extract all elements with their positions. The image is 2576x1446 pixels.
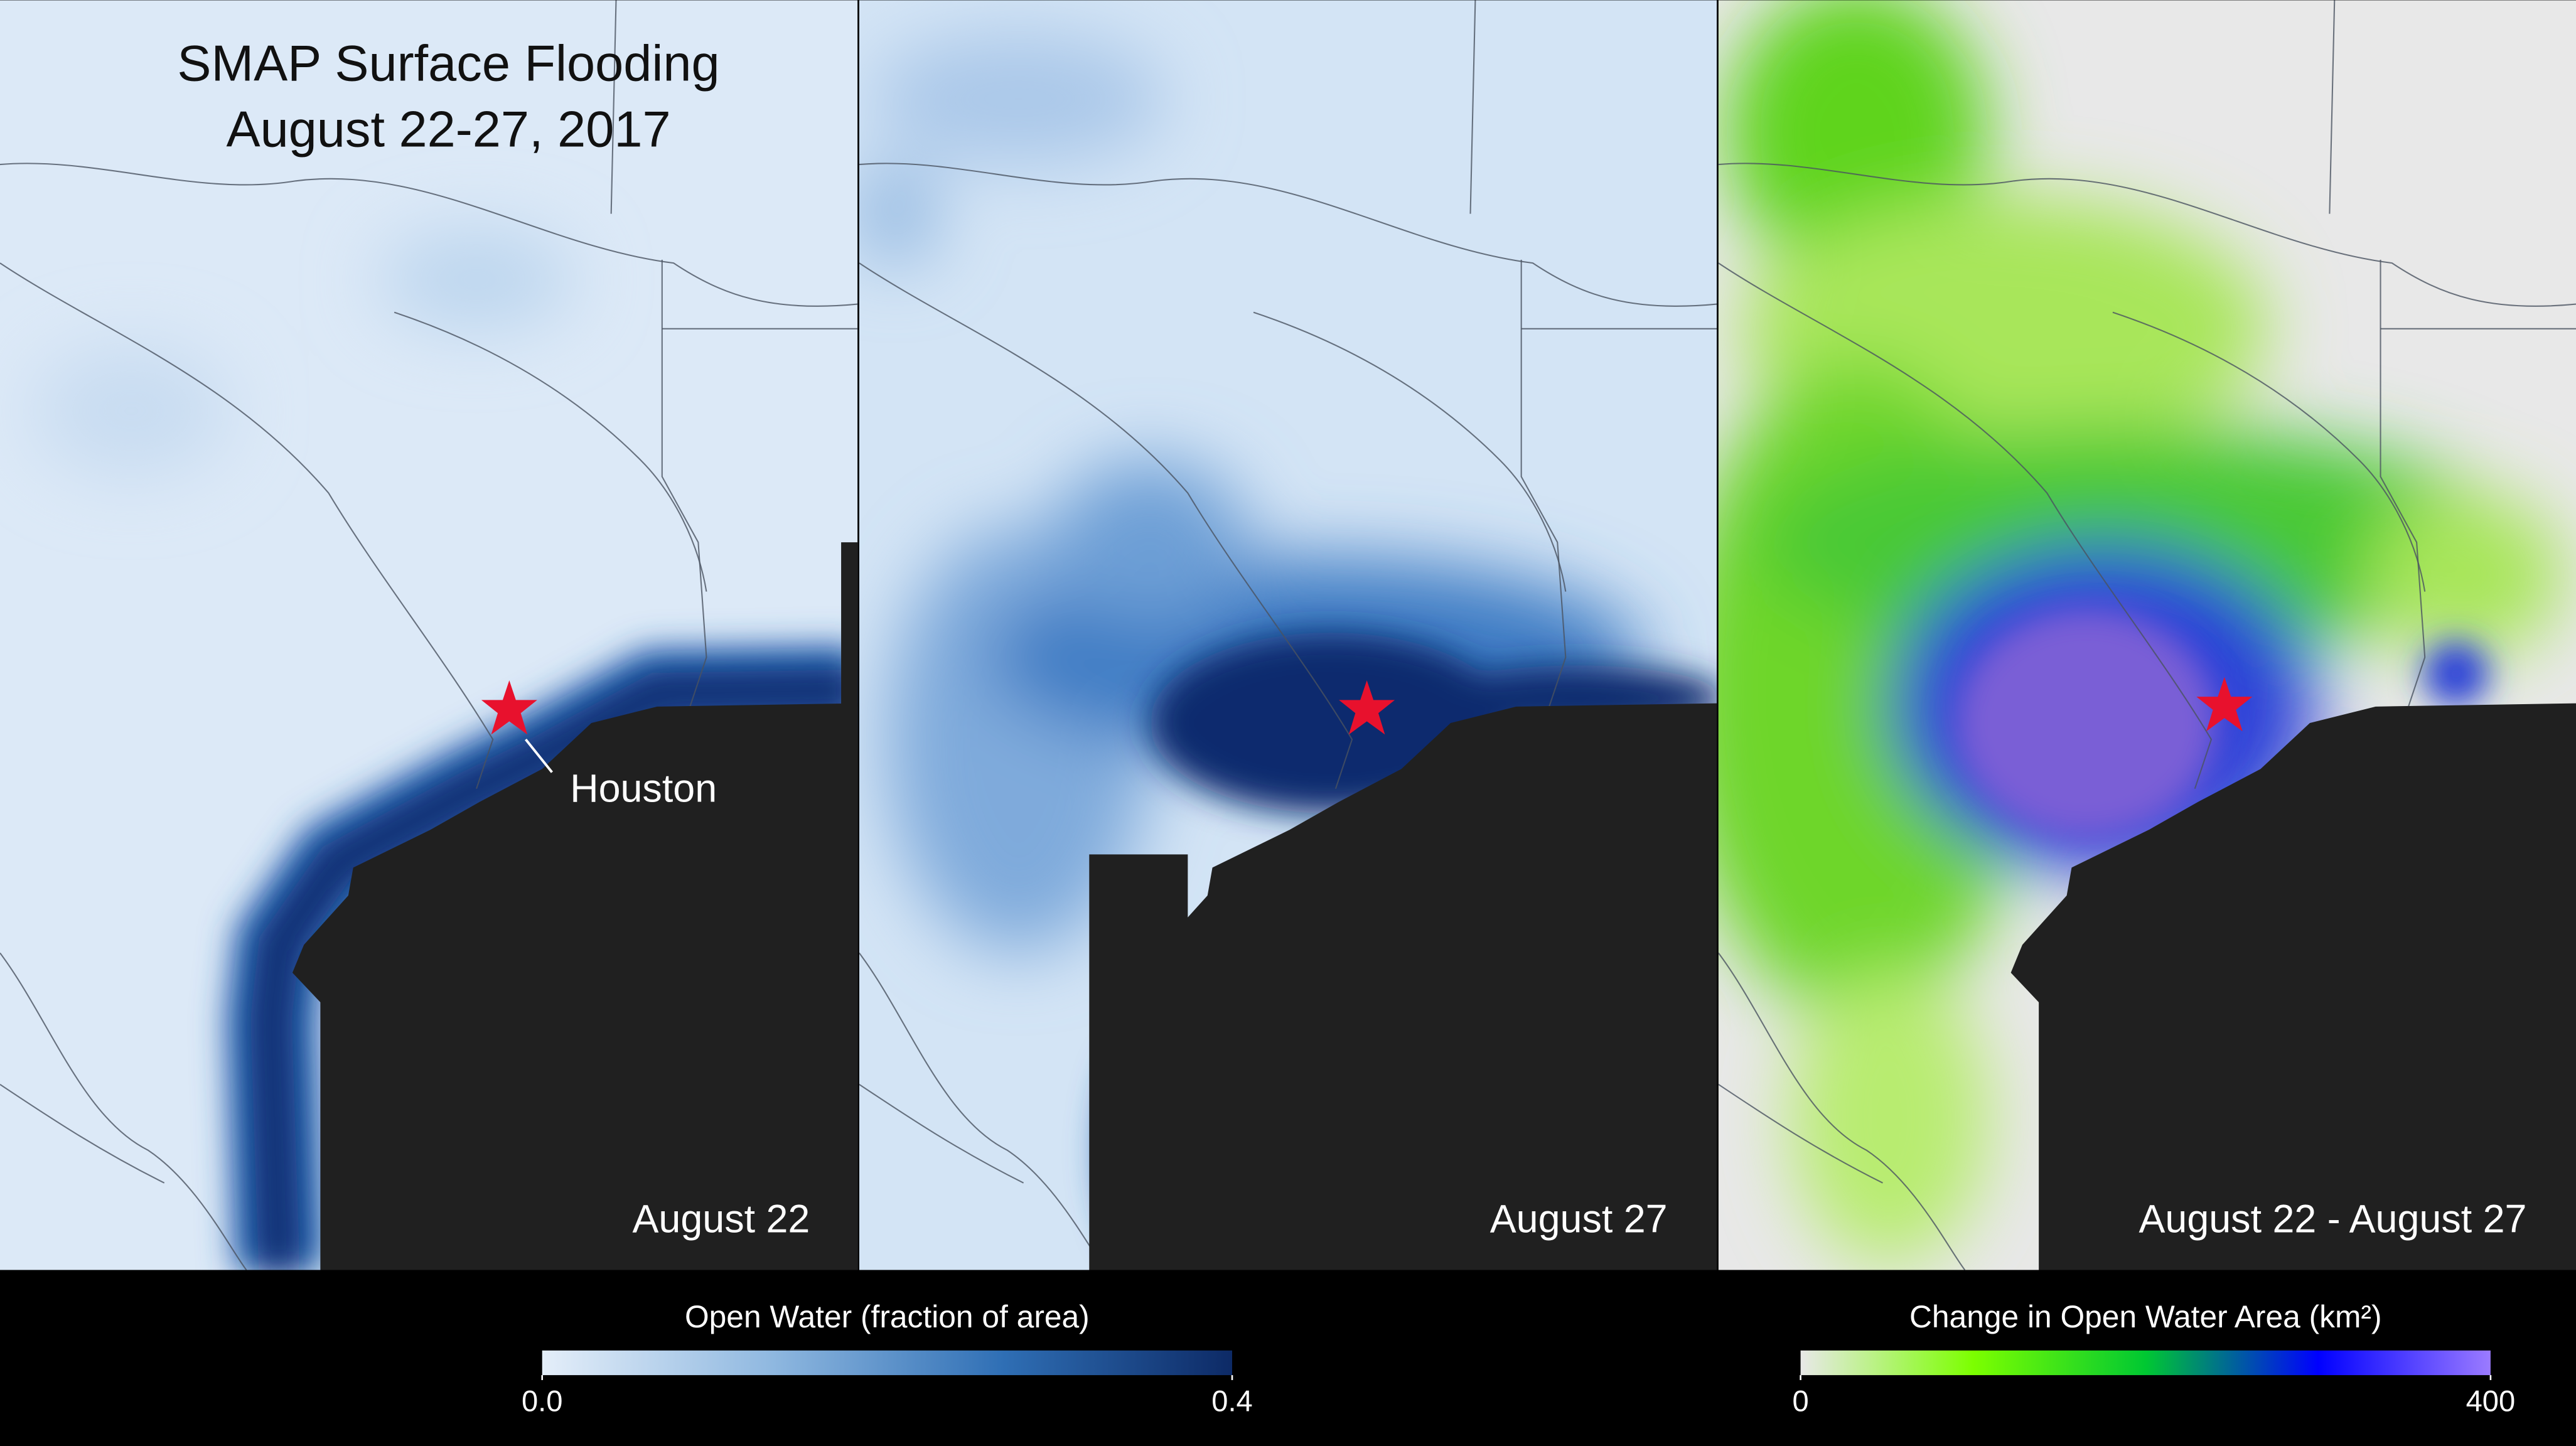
map-panel: August 22 - August 27	[1718, 0, 2576, 1270]
tick-label: 400	[2466, 1384, 2516, 1418]
panel-label: August 27	[1490, 1197, 1668, 1241]
legend-title: Open Water (fraction of area)	[685, 1299, 1090, 1334]
title: SMAP Surface Flooding	[177, 36, 719, 92]
tick-label: 0.0	[522, 1384, 563, 1418]
tick-label: 0.4	[1211, 1384, 1253, 1418]
color-bar	[542, 1350, 1233, 1376]
city-label: Houston	[570, 767, 717, 811]
legends: 0.0 0.4 0 400	[522, 1350, 2516, 1418]
panel-label: August 22 - August 27	[2139, 1197, 2527, 1241]
map-panel: August 27	[859, 0, 1717, 1270]
title: August 22-27, 2017	[226, 101, 670, 158]
color-bar	[1800, 1350, 2491, 1376]
tick-label: 0	[1793, 1384, 1809, 1418]
map-panel: Houston SMAP Surface Flooding August 22-…	[0, 0, 858, 1270]
panel-label: August 22	[633, 1197, 810, 1241]
legend-title: Change in Open Water Area (km²)	[1909, 1299, 2382, 1334]
